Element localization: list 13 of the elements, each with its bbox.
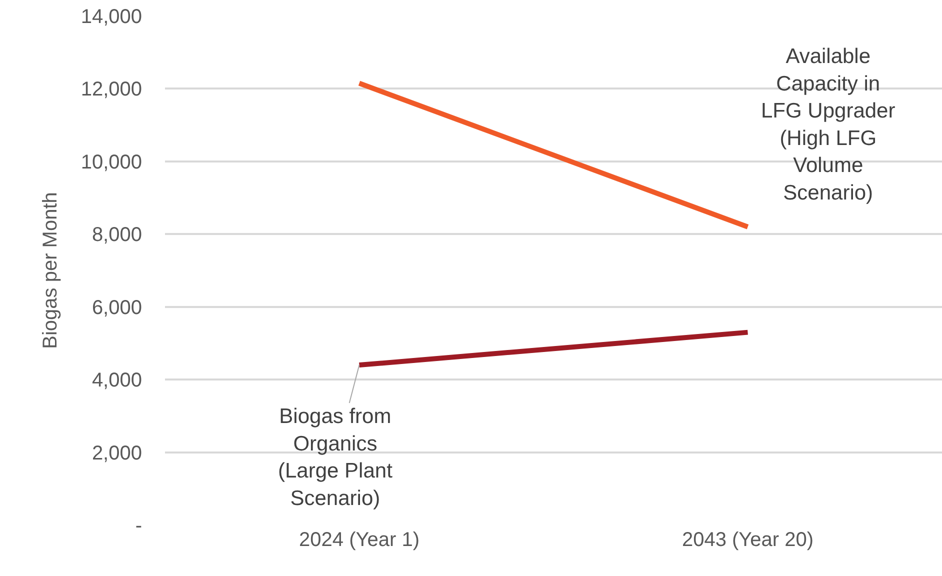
y-axis-title: Biogas per Month [39, 192, 62, 349]
y-tick-label: 4,000 [92, 370, 142, 392]
y-tick-label: 14,000 [80, 6, 142, 28]
y-tick-label: 2,000 [92, 442, 142, 464]
x-tick-label: 2024 (Year 1) [299, 529, 420, 551]
y-tick-label: - [135, 515, 142, 537]
y-tick-label: 10,000 [80, 151, 142, 174]
series-label: Available Capacity in LFG Upgrader (High LFG Volume Scenario) [761, 45, 896, 204]
x-tick-label: 2043 (Year 20) [682, 529, 814, 551]
y-tick-label: 8,000 [92, 224, 142, 246]
y-tick-label: 6,000 [92, 296, 142, 319]
y-tick-label: 12,000 [80, 78, 142, 101]
text: Biogas from Organics (Large Plant Scenario) [278, 405, 393, 510]
